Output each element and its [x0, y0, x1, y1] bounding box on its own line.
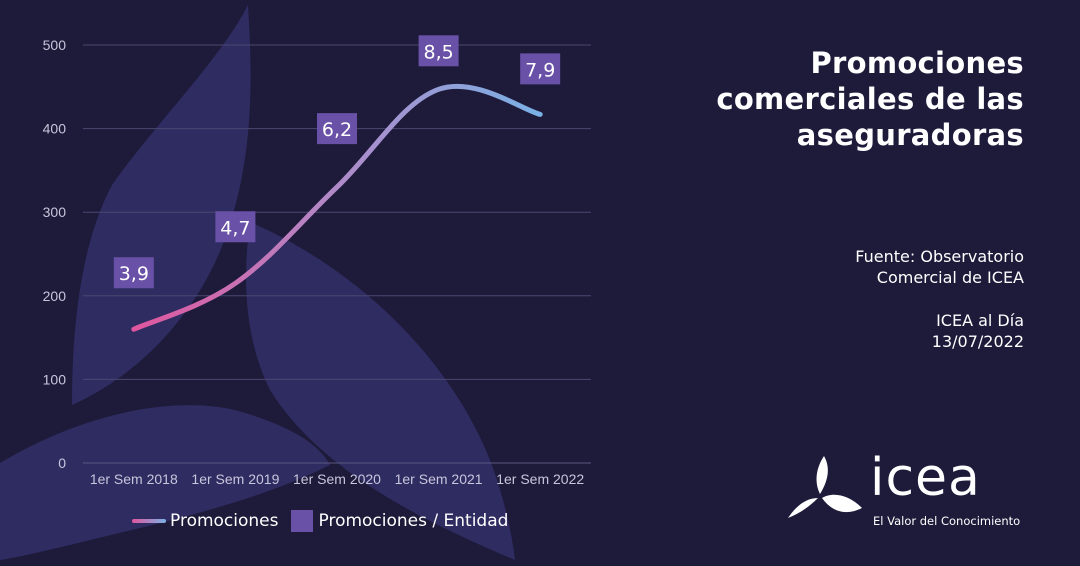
legend-box-marker [290, 510, 313, 532]
decor-leaf-top [72, 5, 251, 405]
y-tick-label: 100 [43, 371, 67, 387]
y-axis-ticks: 0 100 200 300 400 500 [43, 37, 67, 471]
data-label: 4,7 [215, 211, 256, 243]
data-labels: 3,9 4,7 6,2 8,5 7,9 [113, 35, 561, 289]
data-label: 6,2 [317, 113, 357, 145]
data-label-value: 3,9 [119, 263, 149, 285]
icea-logo: icea El Valor del Conocimiento [786, 448, 1036, 534]
x-tick-label: 1er Sem 2019 [191, 471, 279, 487]
series-line-promociones [131, 83, 543, 332]
data-label-box [113, 257, 154, 289]
title-line-3: aseguradoras [796, 118, 1024, 152]
y-tick-label: 400 [43, 121, 67, 137]
source-line-2: Comercial de ICEA [876, 268, 1024, 287]
y-tick-label: 0 [58, 455, 66, 471]
data-label-box [317, 113, 357, 145]
x-tick-label: 1er Sem 2018 [90, 471, 178, 487]
data-label-box [215, 211, 256, 243]
x-tick-label: 1er Sem 2020 [293, 471, 381, 487]
data-label-value: 6,2 [322, 119, 352, 141]
data-label-box [418, 35, 459, 67]
data-label: 8,5 [418, 35, 459, 67]
title-line-1: Promociones [810, 46, 1024, 80]
icea-logo-icon [788, 456, 862, 518]
data-label-value: 8,5 [423, 41, 453, 63]
data-label: 7,9 [520, 53, 561, 85]
icea-tagline: El Valor del Conocimiento [873, 514, 1021, 528]
y-tick-label: 500 [43, 37, 67, 53]
y-tick-label: 300 [43, 204, 67, 220]
publication-name: ICEA al Día [936, 311, 1024, 330]
legend-line-marker [132, 519, 166, 523]
chart-title: Promociones comerciales de las asegurado… [644, 45, 1024, 153]
y-tick-label: 200 [43, 288, 67, 304]
publication-date: 13/07/2022 [931, 332, 1024, 351]
publication-info: ICEA al Día 13/07/2022 [724, 310, 1024, 352]
data-label: 3,9 [113, 257, 154, 289]
x-axis-ticks: 1er Sem 2018 1er Sem 2019 1er Sem 2020 1er … [90, 471, 585, 487]
gridlines [83, 44, 591, 464]
source-line-1: Fuente: Observatorio [855, 247, 1024, 266]
x-tick-label: 1er Sem 2021 [395, 471, 483, 487]
legend-label-promociones: Promociones [170, 511, 279, 531]
data-label-box [520, 53, 561, 85]
data-label-value: 7,9 [525, 59, 555, 81]
data-label-value: 4,7 [220, 217, 250, 239]
x-tick-label: 1er Sem 2022 [496, 471, 584, 487]
title-line-2: comerciales de las [716, 82, 1024, 116]
decor-leaf-middle [246, 222, 515, 560]
chart-legend: Promociones Promociones / Entidad [132, 508, 508, 534]
icea-wordmark: icea [870, 448, 981, 508]
decor-leaf-bottom [0, 405, 330, 560]
source-note: Fuente: Observatorio Comercial de ICEA [724, 246, 1024, 288]
legend-label-promociones-entidad: Promociones / Entidad [318, 511, 509, 531]
